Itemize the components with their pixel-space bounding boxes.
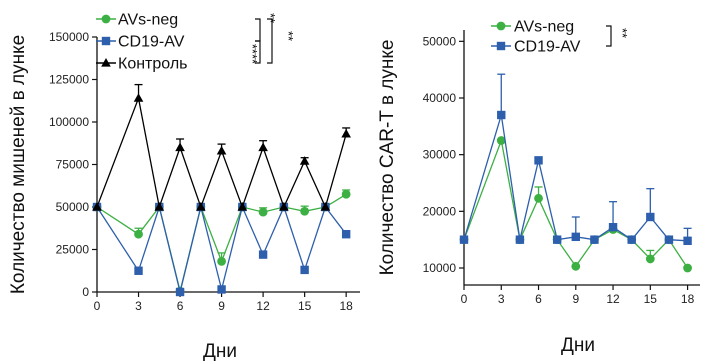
cd19-av-point <box>134 266 143 275</box>
avs-neg-point <box>217 257 226 266</box>
control-point <box>341 128 351 138</box>
avs-neg-legend-label: AVs-neg <box>118 12 178 29</box>
avs-neg-point <box>300 206 310 216</box>
x-tick-label: 3 <box>498 292 505 306</box>
cd19-av-point <box>646 212 655 222</box>
avs-neg-legend-marker <box>101 14 111 24</box>
control-point <box>175 142 185 152</box>
cd19-av-point <box>571 232 580 242</box>
x-tick-label: 18 <box>681 292 695 306</box>
control-legend-label: Контроль <box>118 56 188 73</box>
y-tick-label: 20000 <box>423 204 457 218</box>
x-tick-label: 9 <box>572 292 579 306</box>
cd19-av-legend-label: CD19-AV <box>514 39 581 56</box>
cd19-av-point <box>590 235 599 244</box>
y-tick-label: 150000 <box>49 30 89 44</box>
y-tick-label: 125000 <box>49 73 89 87</box>
y-tick-label: 0 <box>82 285 89 299</box>
cd19-av-point <box>497 110 506 120</box>
avs-neg-point <box>683 263 692 273</box>
control-point <box>299 156 310 165</box>
avs-neg-legend-marker <box>496 21 506 31</box>
significance-label: ** <box>615 28 630 38</box>
cd19-av-point <box>258 250 268 259</box>
y-tick-label: 30000 <box>423 148 457 162</box>
cd19-av-line <box>96 204 347 293</box>
y-axis-title: Количество мишеней в лунке <box>8 35 29 294</box>
avs-neg-point <box>341 189 351 199</box>
cd19-av-point <box>341 230 351 239</box>
control-line <box>96 95 347 210</box>
x-tick-label: 15 <box>644 292 658 306</box>
y-tick-label: 50000 <box>56 200 90 214</box>
x-axis-title: Дни <box>561 335 595 356</box>
cd19-av-point <box>217 285 226 294</box>
cd19-av-point <box>552 235 562 244</box>
x-tick-label: 18 <box>339 299 353 313</box>
cd19-av-legend-marker <box>101 36 111 46</box>
cd19-av-point <box>664 235 674 244</box>
cd19-av-point <box>300 265 309 275</box>
x-tick-label: 3 <box>135 299 142 313</box>
avs-neg-point <box>258 207 268 217</box>
x-tick-label: 0 <box>94 299 101 313</box>
control-point <box>320 202 331 211</box>
significance-bracket <box>267 18 273 64</box>
x-tick-label: 0 <box>461 292 468 306</box>
x-tick-label: 12 <box>606 292 620 306</box>
cd19-av-point <box>534 156 543 165</box>
significance-bracket <box>606 25 612 47</box>
y-tick-label: 75000 <box>56 158 90 172</box>
y-tick-label: 25000 <box>56 243 90 257</box>
x-axis-title: Дни <box>203 341 237 362</box>
control-point <box>196 202 206 211</box>
cd19-av-point <box>459 235 469 244</box>
control-legend-marker <box>101 58 111 67</box>
significance-label: ** <box>263 13 278 23</box>
avs-neg-point <box>496 136 506 145</box>
x-tick-label: 6 <box>177 299 184 313</box>
avs-neg-line <box>463 138 689 269</box>
chart-cart: 10000 20000 30000 40000 50000 0 3 6 9 12 15 18 Колич… <box>377 19 700 356</box>
significance-bracket <box>255 18 261 42</box>
y-tick-label: 50000 <box>423 34 457 48</box>
y-axis-title: Количество CAR-T в лунке <box>377 40 398 276</box>
significance-label: **** <box>245 44 260 64</box>
y-tick-label: 10000 <box>423 261 457 275</box>
x-tick-label: 6 <box>535 292 542 306</box>
control-point <box>133 93 144 102</box>
avs-neg-legend-label: AVs-neg <box>514 19 574 36</box>
control-point <box>216 145 227 155</box>
significance-bracket <box>255 40 261 64</box>
cd19-av-point <box>627 235 636 244</box>
x-tick-label: 9 <box>218 299 225 313</box>
control-point <box>237 202 248 211</box>
avs-neg-point <box>534 193 543 203</box>
cd19-av-point <box>683 236 692 245</box>
cd19-av-point <box>515 235 525 244</box>
control-point <box>154 202 165 211</box>
avs-neg-line <box>96 193 347 292</box>
cd19-av-point <box>175 287 185 297</box>
x-tick-label: 12 <box>256 299 270 313</box>
chart-targets: 0 25000 50000 75000 100000 125000 150000 0 3 6 9 12… <box>8 12 360 362</box>
control-point <box>258 142 268 152</box>
avs-neg-point <box>571 261 581 271</box>
x-tick-label: 15 <box>298 299 312 313</box>
cd19-av-legend-marker <box>496 41 506 51</box>
avs-neg-point <box>645 254 655 264</box>
y-tick-label: 40000 <box>423 91 457 105</box>
cd19-av-point <box>608 223 618 232</box>
y-tick-label: 100000 <box>49 115 89 129</box>
significance-label: ** <box>281 31 296 41</box>
avs-neg-point <box>134 229 143 239</box>
control-point <box>92 202 102 211</box>
cd19-av-legend-label: CD19-AV <box>118 34 185 51</box>
control-point <box>279 202 289 211</box>
